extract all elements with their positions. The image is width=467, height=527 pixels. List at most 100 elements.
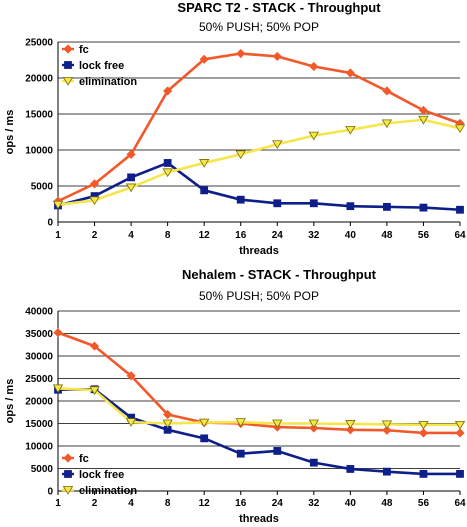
y-tick-label: 15000	[25, 419, 53, 430]
data-point	[52, 200, 64, 210]
series-line	[57, 52, 461, 203]
data-point	[382, 425, 392, 435]
legend-entry: fc	[62, 453, 89, 465]
y-tick-label: 10000	[25, 146, 53, 157]
data-point	[418, 428, 429, 438]
legend-marker	[62, 77, 74, 86]
legend-label: lock free	[79, 60, 124, 72]
chart-subtitle: 50% PUSH; 50% POP	[199, 289, 319, 303]
x-tick-label: 16	[235, 230, 247, 241]
data-point	[383, 467, 391, 476]
data-point	[454, 420, 466, 430]
data-point	[163, 159, 172, 167]
x-tick-label: 64	[454, 498, 466, 509]
data-point	[345, 425, 355, 435]
x-tick-label: 40	[345, 230, 357, 241]
legend-entry: elimination	[62, 485, 137, 497]
x-tick-label: 64	[454, 230, 466, 241]
chart-1: SPARC T2 - STACK - Throughput 50% PUSH; 5…	[4, 0, 466, 257]
x-tick-label: 2	[92, 498, 98, 509]
x-tick-label: 2	[92, 230, 98, 241]
legend-marker	[64, 61, 72, 69]
chart-subtitle: 50% PUSH; 50% POP	[199, 20, 319, 34]
data-point	[309, 61, 319, 72]
data-point	[382, 86, 392, 96]
series-fc	[53, 48, 465, 206]
x-tick-label: 24	[272, 230, 284, 241]
y-tick-label: 15000	[25, 110, 53, 121]
data-point	[199, 54, 209, 64]
data-point	[272, 51, 282, 61]
legend-marker	[64, 470, 72, 478]
data-point	[346, 202, 355, 211]
legend: fc lock free elimination	[62, 44, 137, 88]
data-point	[346, 465, 355, 473]
data-point	[272, 140, 283, 150]
legend-marker	[63, 44, 73, 54]
y-tick-label: 20000	[25, 74, 53, 85]
data-point	[89, 341, 100, 351]
y-tick-label: 30000	[25, 352, 53, 363]
data-point	[455, 428, 465, 438]
y-tick-label: 25000	[25, 374, 53, 385]
legend-marker	[62, 486, 74, 495]
data-point	[381, 119, 393, 129]
data-point	[163, 409, 173, 420]
data-point	[89, 386, 100, 395]
x-tick-label: 4	[128, 498, 134, 509]
data-point	[308, 131, 320, 141]
legend-entry: elimination	[62, 76, 137, 88]
x-tick-label: 32	[308, 230, 320, 241]
data-point	[235, 418, 246, 427]
data-point	[456, 469, 464, 478]
data-point	[52, 384, 64, 394]
y-tick-label: 40000	[25, 307, 53, 318]
legend-entry: lock free	[62, 469, 124, 481]
series-elimination	[52, 115, 466, 210]
x-tick-label: 48	[381, 230, 393, 241]
x-tick-label: 8	[165, 230, 171, 241]
data-point	[235, 150, 246, 160]
y-tick-label: 0	[47, 487, 53, 498]
legend: fc lock free elimination	[62, 453, 137, 497]
legend-label: elimination	[79, 76, 137, 88]
data-point	[309, 458, 318, 467]
data-point	[198, 159, 210, 168]
data-point	[345, 68, 355, 78]
series-line	[57, 387, 460, 476]
legend-label: elimination	[79, 485, 137, 497]
y-tick-label: 0	[47, 218, 53, 229]
data-point	[345, 125, 356, 135]
data-point	[308, 419, 320, 429]
data-point	[419, 203, 428, 212]
data-point	[456, 205, 464, 214]
x-tick-label: 1	[55, 498, 61, 509]
data-point	[162, 419, 173, 429]
x-tick-label: 48	[381, 498, 393, 509]
data-point	[236, 48, 246, 59]
data-point	[89, 196, 100, 206]
data-point	[126, 371, 136, 381]
y-tick-label: 10000	[25, 442, 53, 453]
data-point	[418, 420, 429, 430]
legend-label: fc	[79, 44, 89, 56]
data-point	[418, 105, 429, 115]
x-tick-label: 56	[418, 230, 430, 241]
data-point	[272, 419, 283, 429]
x-tick-label: 16	[235, 498, 247, 509]
x-axis-label: threads	[239, 245, 279, 257]
series-line	[57, 387, 460, 427]
data-point	[53, 328, 63, 338]
data-point	[345, 420, 356, 429]
legend-label: fc	[79, 453, 89, 465]
x-tick-label: 1	[55, 230, 61, 241]
chart-2: Nehalem - STACK - Throughput 50% PUSH; 50…	[4, 267, 466, 525]
data-point	[381, 420, 393, 430]
legend-marker	[63, 453, 73, 463]
data-point	[127, 173, 135, 182]
x-tick-label: 32	[308, 498, 320, 509]
series-elimination	[52, 384, 466, 430]
data-point	[236, 449, 245, 458]
x-tick-label: 24	[272, 498, 284, 509]
data-point	[383, 202, 391, 211]
